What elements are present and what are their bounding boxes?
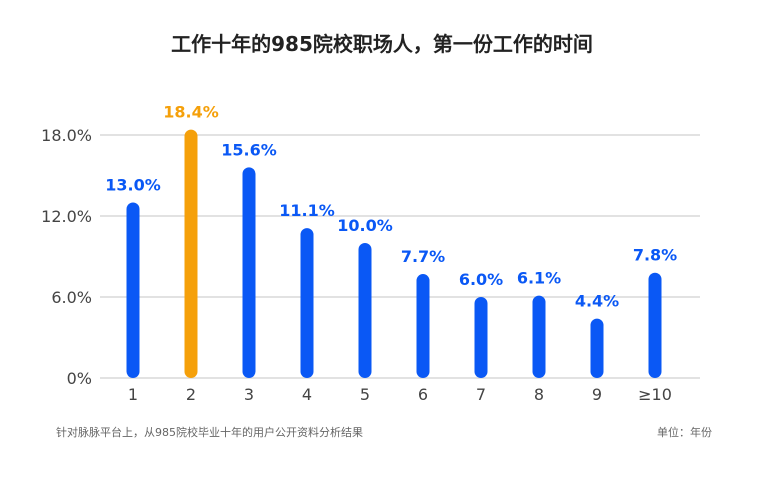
data-label: 4.4% <box>575 292 619 311</box>
y-tick-label: 18.0% <box>41 126 92 145</box>
bar <box>358 243 372 378</box>
data-label: 6.0% <box>459 270 503 289</box>
x-tick-label: 1 <box>128 385 138 404</box>
x-tick-label: 7 <box>476 385 486 404</box>
bar-chart: 0% 6.0% 12.0% 18.0% 13.0% 1 18.4% 2 15.6% 3 11.1%… <box>41 103 700 404</box>
x-tick-label: 2 <box>186 385 196 404</box>
bar <box>242 167 256 378</box>
source-note: 针对脉脉平台上，从985院校毕业十年的用户公开资料分析结果 <box>56 426 363 439</box>
bar <box>648 272 662 378</box>
data-label: 6.1% <box>517 269 561 288</box>
data-label: 10.0% <box>337 216 393 235</box>
label-layer: 13.0% 1 18.4% 2 15.6% 3 11.1% 4 10.0% 5 7.7% 6 6.0% 7… <box>105 103 677 404</box>
bar <box>590 318 604 378</box>
bar <box>300 228 314 378</box>
data-label: 7.7% <box>401 247 445 266</box>
data-label: 7.8% <box>633 246 677 265</box>
x-tick-label: 4 <box>302 385 312 404</box>
bar <box>416 274 430 378</box>
grid-layer: 0% 6.0% 12.0% 18.0% <box>41 126 700 388</box>
data-label: 18.4% <box>163 103 219 122</box>
y-tick-label: 0% <box>67 369 92 388</box>
data-label: 11.1% <box>279 201 335 220</box>
data-label: 15.6% <box>221 140 277 159</box>
bar <box>532 295 546 378</box>
bar <box>126 202 140 378</box>
data-label: 13.0% <box>105 176 161 195</box>
unit-note: 单位：年份 <box>657 426 712 439</box>
bar <box>474 297 488 378</box>
x-tick-label: 6 <box>418 385 428 404</box>
x-tick-label: 9 <box>592 385 602 404</box>
x-tick-label: 3 <box>244 385 254 404</box>
bar <box>184 129 198 378</box>
x-tick-label: 8 <box>534 385 544 404</box>
x-tick-label: ≥10 <box>638 385 672 404</box>
x-tick-label: 5 <box>360 385 370 404</box>
bar-layer <box>126 129 662 378</box>
y-tick-label: 12.0% <box>41 207 92 226</box>
y-tick-label: 6.0% <box>51 288 92 307</box>
chart-title: 工作十年的985院校职场人，第一份工作的时间 <box>171 32 593 56</box>
